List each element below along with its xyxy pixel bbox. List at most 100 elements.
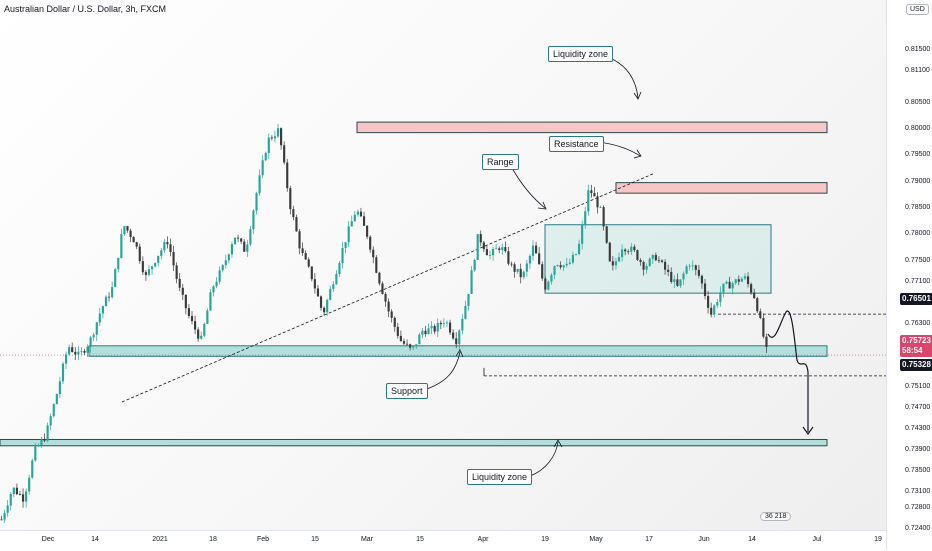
candle-body	[252, 210, 255, 230]
y-tick-label: 0.81100	[905, 67, 930, 75]
candle-body	[138, 246, 141, 262]
candle-body	[396, 326, 399, 336]
candle-body	[190, 315, 194, 322]
candle-body	[651, 255, 654, 259]
price-chart[interactable]	[0, 0, 886, 530]
candle-body	[679, 279, 682, 286]
candle-body	[593, 193, 596, 197]
candle-body	[685, 266, 688, 274]
candle-body	[707, 295, 710, 308]
candle-body	[6, 505, 9, 513]
candle-body	[427, 328, 430, 335]
candle-body	[178, 278, 181, 288]
candle-body	[513, 264, 516, 272]
candle-body	[3, 512, 6, 520]
candle-body	[187, 308, 191, 316]
chart-canvas[interactable]	[0, 0, 886, 530]
candle-body	[307, 259, 310, 267]
candle-body	[77, 351, 80, 355]
annotation-liquidity-top[interactable]: Liquidity zone	[548, 46, 614, 62]
candle-body	[636, 250, 639, 260]
annotation-arrow	[609, 57, 639, 99]
y-tick-label: 0.74300	[905, 425, 931, 432]
annotation-arrow	[423, 351, 461, 391]
candle-body	[703, 283, 707, 296]
annotation-arrow	[511, 167, 546, 209]
candle-body	[212, 286, 215, 293]
liquidity-zone-bottom	[0, 438, 828, 447]
annotation-liquidity-bottom[interactable]: Liquidity zone	[467, 469, 533, 485]
candle-body	[270, 137, 273, 139]
candle-body	[43, 439, 46, 441]
candle-body	[734, 279, 737, 284]
candle-body	[482, 242, 485, 250]
candle-body	[531, 245, 535, 256]
x-tick-label: 14	[748, 536, 756, 543]
candle-body	[488, 255, 492, 256]
candle-body	[206, 310, 209, 324]
candle-body	[366, 225, 369, 237]
currency-badge[interactable]: USD	[906, 4, 929, 15]
candle-body	[746, 276, 750, 285]
candle-body	[255, 193, 258, 211]
candle-body	[648, 258, 651, 267]
candle-body	[759, 311, 762, 319]
candle-body	[101, 306, 104, 314]
time-scale[interactable]	[0, 530, 886, 551]
candle-body	[209, 292, 212, 311]
candle-body	[286, 162, 289, 189]
candle-body	[710, 307, 713, 315]
candle-body	[18, 494, 22, 495]
candle-body	[12, 487, 15, 494]
annotation-resistance[interactable]: Resistance	[549, 136, 604, 152]
candle-body	[409, 344, 412, 348]
candle-body	[375, 257, 378, 273]
candle-body	[193, 321, 197, 330]
candle-body	[568, 262, 571, 264]
candle-body	[280, 128, 283, 146]
candle-body	[49, 416, 52, 426]
candle-body	[667, 269, 670, 272]
indicator-badge[interactable]: 36 218	[760, 512, 792, 521]
candle-body	[86, 346, 89, 353]
candle-body	[682, 273, 685, 280]
candle-body	[95, 322, 98, 335]
candle-body	[197, 329, 200, 339]
candle-body	[621, 249, 624, 258]
y-tick-label: 0.80000	[905, 125, 931, 132]
candle-body	[301, 248, 304, 254]
x-tick-label: Jun	[698, 536, 710, 543]
price-scale[interactable]	[886, 0, 932, 550]
annotation-support[interactable]: Support	[386, 383, 428, 399]
candle-body	[316, 288, 320, 297]
candle-body	[154, 262, 157, 267]
x-tick-label: 15	[416, 536, 424, 543]
candle-body	[338, 263, 341, 275]
candle-body	[384, 293, 387, 302]
candle-body	[421, 330, 424, 335]
candle-body	[203, 323, 206, 336]
candle-body	[267, 137, 270, 153]
annotation-arrowhead	[537, 201, 547, 210]
candle-body	[556, 265, 559, 267]
candle-body	[61, 363, 65, 382]
y-tick-label: 0.79500	[905, 151, 931, 159]
candle-body	[175, 265, 178, 279]
candle-body	[160, 250, 163, 256]
candle-body	[157, 255, 160, 263]
candle-body	[98, 313, 101, 323]
candle-body	[350, 221, 353, 227]
candle-body	[464, 305, 467, 319]
candle-body	[273, 136, 277, 139]
candle-body	[276, 128, 280, 137]
candle-body	[329, 288, 332, 300]
candle-body	[624, 249, 627, 252]
y-tick-label: 0.80500	[905, 98, 931, 106]
price-tag-level-lower: 0.75328	[900, 359, 932, 371]
candle-body	[467, 293, 470, 306]
candle-body	[633, 246, 636, 251]
candle-body	[332, 284, 335, 289]
candle-body	[132, 237, 135, 243]
y-tick-label: 0.77500	[905, 256, 931, 264]
annotation-range[interactable]: Range	[482, 154, 519, 170]
